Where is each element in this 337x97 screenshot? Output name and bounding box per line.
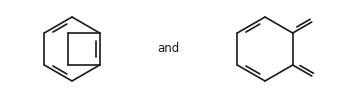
Text: and: and	[157, 42, 179, 55]
